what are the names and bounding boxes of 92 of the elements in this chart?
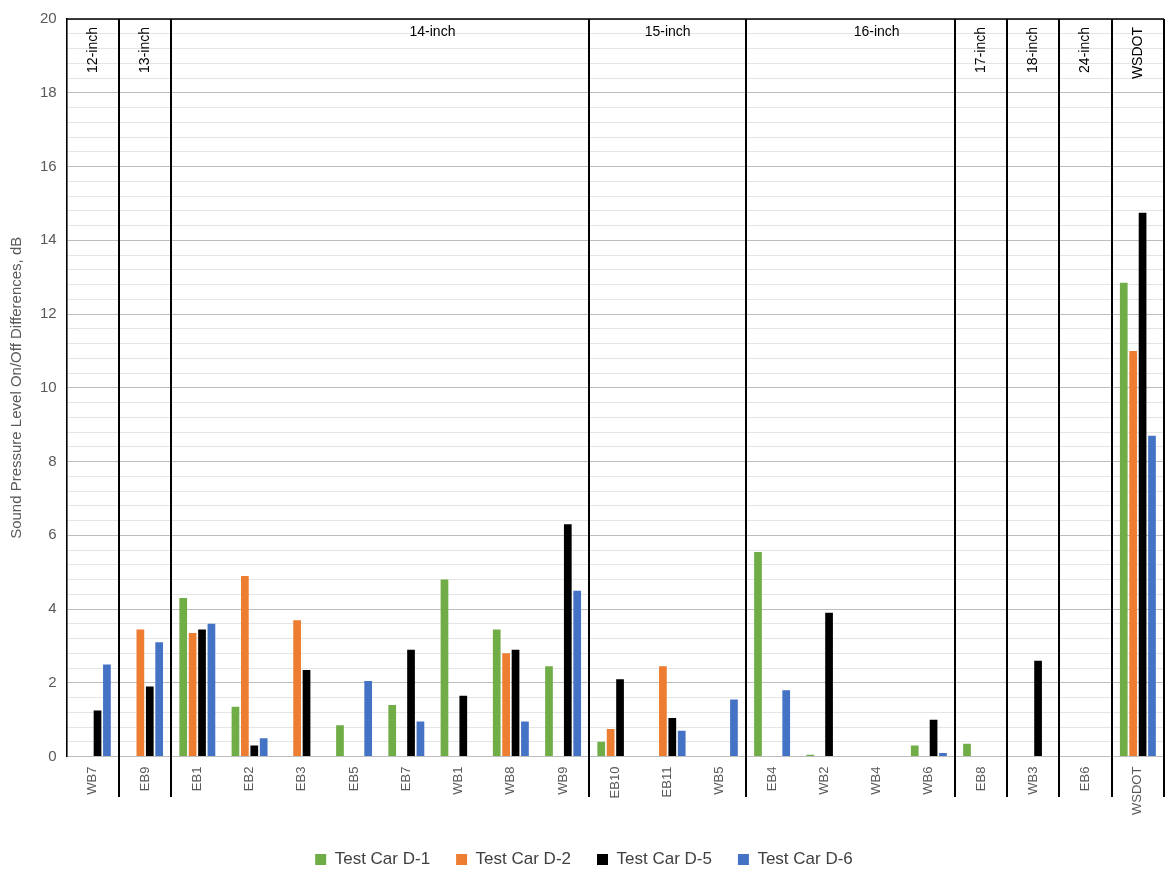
bar [492,629,501,757]
annotation: 24-inch [1076,27,1093,73]
bar [782,690,791,757]
bar [388,704,397,757]
y-tick-label: 18 [40,82,57,100]
legend-label: Test Car D-6 [757,849,853,869]
bar [136,629,145,757]
bar [545,666,553,757]
bar [616,679,624,757]
bar [155,642,164,757]
bar [563,524,572,757]
bar [1119,282,1128,757]
annotation: 15-inch [644,22,691,39]
bar [1034,660,1042,757]
x-tick-label: EB4 [763,766,779,792]
x-tick-label: EB10 [606,766,622,799]
bar [668,717,677,757]
bar [241,575,249,757]
bar [250,745,259,757]
bar [407,649,415,757]
x-tick-label: EB9 [136,766,152,792]
bar [659,666,667,757]
bar [459,695,468,757]
x-tick-label: WB1 [450,766,466,795]
y-tick-label: 8 [48,451,57,469]
y-tick-label: 6 [48,525,57,543]
bar [606,728,615,757]
legend-label: Test Car D-5 [616,849,712,869]
bar [207,623,216,757]
x-tick-label: WB4 [868,766,884,795]
bar [502,653,510,757]
x-tick-label: WSDOT [1129,766,1145,816]
x-tick-label: EB5 [345,766,361,792]
x-tick-label: EB11 [659,766,675,798]
bar [188,633,197,757]
bar [302,669,311,757]
bar [1138,212,1147,757]
y-axis-title: Sound Pressure Level On/Off Differences, dB [7,236,25,539]
bar [963,743,971,757]
bar [259,738,268,757]
annotation: 18-inch [1024,27,1041,73]
y-tick-label: 12 [40,304,57,322]
bar [511,649,520,757]
bar [198,629,206,757]
bar [364,681,373,757]
bar [939,752,947,757]
y-tick-label: 2 [48,673,57,690]
bar [179,598,188,757]
bar [293,620,301,757]
bar [336,725,344,757]
bar [825,612,833,757]
y-tick-label: 16 [40,156,57,174]
annotation: 16-inch [853,22,900,39]
bar [597,741,606,757]
legend-label: Test Car D-2 [475,849,572,869]
bar [730,699,738,757]
annotation: 13-inch [135,27,152,73]
bar [1148,435,1156,757]
x-tick-label: EB3 [293,766,309,792]
bar [103,664,111,757]
x-tick-label: EB8 [972,766,988,792]
bar [440,579,449,757]
x-tick-label: WB9 [554,766,570,795]
x-tick-label: EB6 [1077,766,1093,792]
bar [145,686,154,757]
y-tick-label: 0 [48,746,57,764]
x-tick-label: WB7 [84,766,100,795]
bar [573,590,582,757]
x-tick-label: WB2 [815,766,831,795]
x-tick-label: WB6 [920,766,936,795]
bar [231,706,240,757]
x-tick-label: EB7 [397,766,413,792]
annotation: WSDOT [1128,26,1145,80]
x-tick-label: WB3 [1024,766,1040,795]
x-tick-label: EB1 [188,766,204,792]
y-tick-label: 10 [40,377,57,395]
x-tick-label: EB2 [241,766,257,792]
annotation: 17-inch [971,27,988,73]
bar [929,719,938,757]
bar [521,721,529,757]
bar [677,730,686,757]
y-tick-label: 14 [40,230,57,248]
bar [910,745,919,757]
x-tick-label: WB5 [711,766,727,795]
annotation: 12-inch [83,27,100,73]
annotation: 14-inch [409,22,456,39]
legend-label: Test Car D-1 [334,849,431,869]
y-tick-label: 20 [40,9,57,27]
y-tick-label: 4 [48,599,57,617]
x-tick-label: WB8 [502,766,518,795]
bar [754,551,762,757]
bar [1129,350,1138,757]
